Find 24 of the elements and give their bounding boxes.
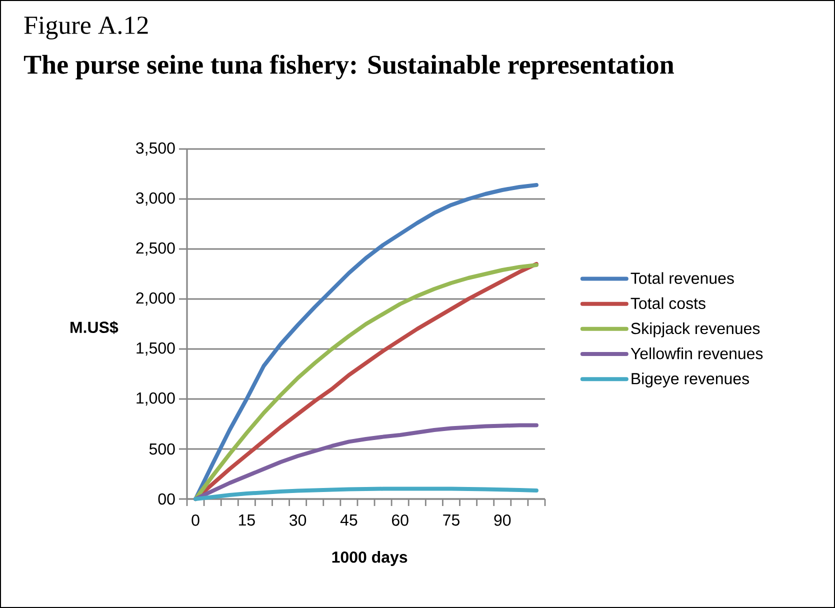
x-tick-label: 45 [340, 514, 358, 526]
x-tick-label: 30 [290, 514, 306, 526]
legend-label: Total costs [630, 297, 706, 310]
x-tick-label: 90 [494, 514, 511, 526]
y-tick-label: 00 [158, 493, 175, 505]
y-tick-label: 1,500 [136, 342, 175, 356]
chart-title: Figure A.12 [24, 16, 148, 40]
x-tick-label: 15 [238, 514, 255, 526]
x-tick-label: 60 [392, 514, 408, 526]
chart-subtitle: The purse seine tuna fishery: Sustainable representation [24, 54, 674, 80]
y-axis-title: M.US$ [70, 320, 118, 334]
y-tick-label: 2,500 [136, 242, 175, 256]
y-tick-label: 3,000 [136, 192, 175, 206]
y-tick-label: 2,000 [136, 292, 175, 306]
legend-label: Total revenues [630, 272, 734, 284]
x-axis-title: 1000 days [332, 551, 408, 566]
x-tick-label: 75 [443, 514, 460, 526]
y-tick-label: 1,000 [136, 392, 175, 406]
y-tick-label: 3,500 [136, 142, 175, 156]
legend-label: Skipjack revenues [631, 322, 760, 338]
legend-label: Yellowfin revenues [630, 347, 763, 360]
x-tick-label: 0 [192, 514, 200, 526]
legend-label: Bigeye revenues [632, 372, 749, 388]
y-tick-label: 500 [149, 443, 175, 455]
